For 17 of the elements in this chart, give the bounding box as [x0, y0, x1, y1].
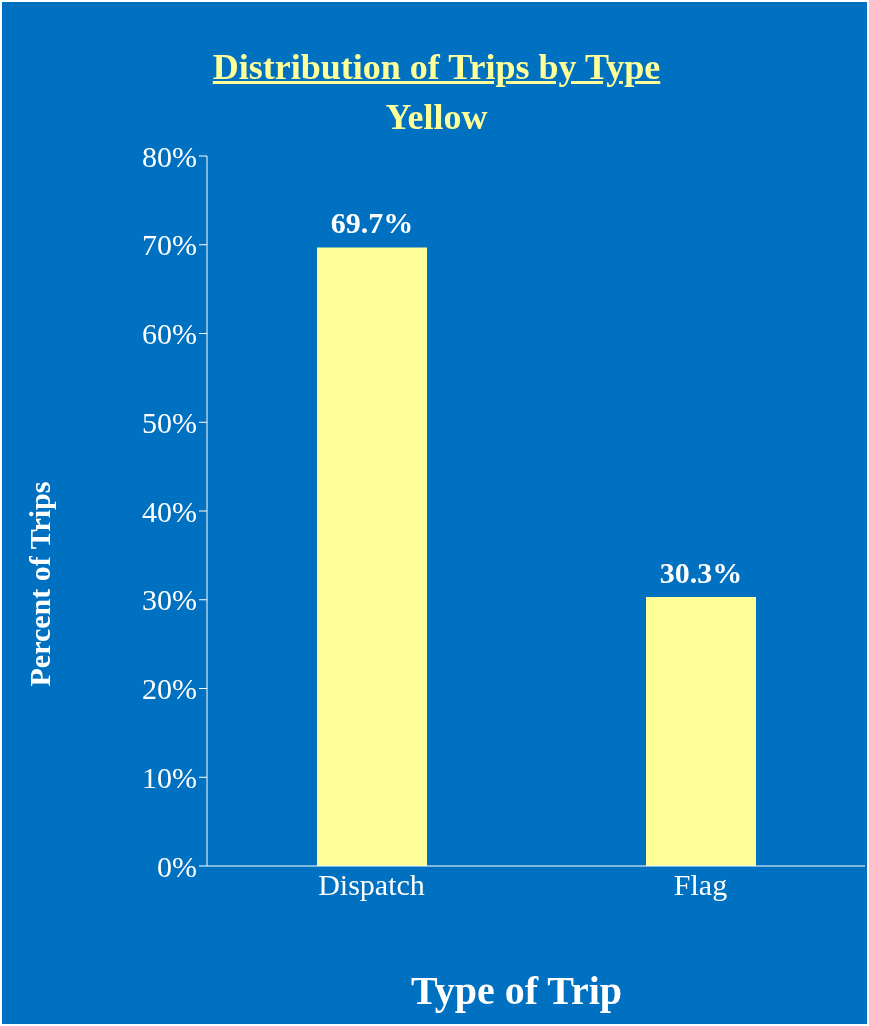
y-axis-title: Percent of Trips — [23, 481, 57, 687]
y-tick-label: 20% — [142, 672, 197, 706]
x-tick-label: Dispatch — [318, 868, 425, 902]
data-label: 30.3% — [659, 556, 743, 590]
chart-subtitle: Yellow — [384, 96, 489, 138]
y-tick-label: 60% — [142, 317, 197, 351]
chart-title: Distribution of Trips by Type — [211, 46, 662, 88]
y-tick-label: 70% — [142, 228, 197, 262]
y-tick-label: 80% — [142, 139, 197, 173]
y-tick-label: 10% — [142, 760, 197, 794]
x-tick-label: Flag — [673, 868, 728, 902]
y-tick-label: 50% — [142, 405, 197, 439]
data-label: 69.7% — [330, 206, 414, 240]
x-axis-title: Type of Trip — [409, 967, 624, 1014]
y-tick-label: 0% — [157, 849, 197, 883]
y-tick-label: 40% — [142, 494, 197, 528]
y-tick-label: 30% — [142, 583, 197, 617]
